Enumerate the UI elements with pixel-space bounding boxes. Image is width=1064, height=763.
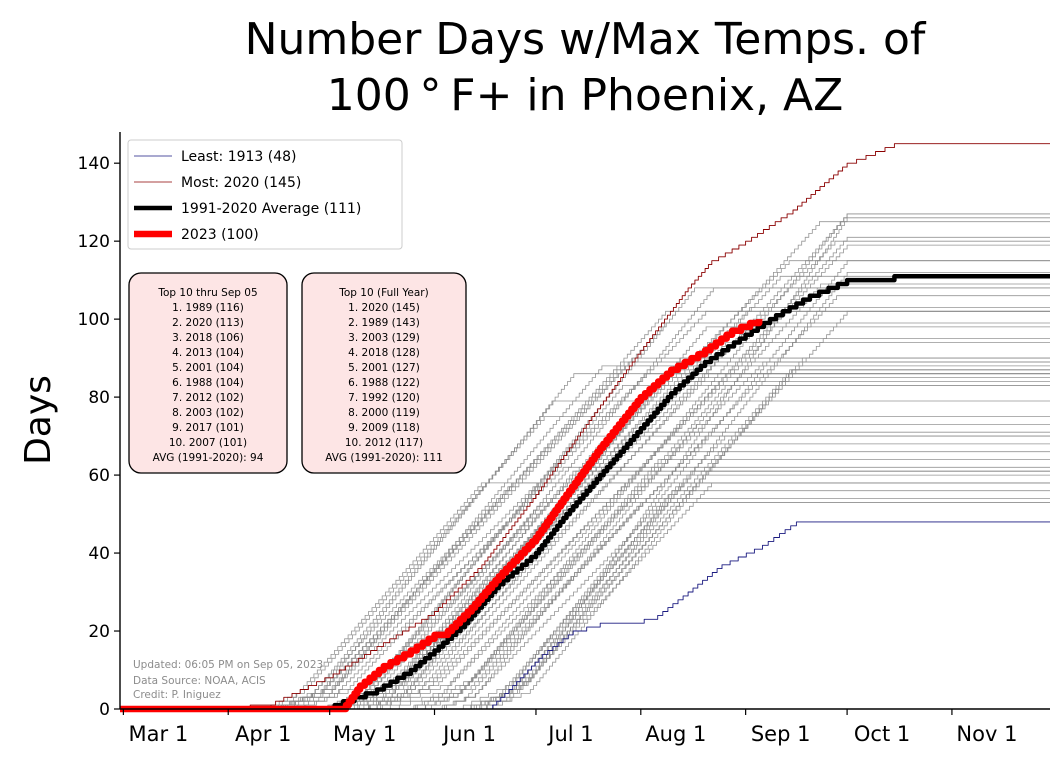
background-year-line — [120, 466, 1050, 710]
ranking-line: 9. 2017 (101) — [172, 422, 244, 434]
ranking-line: 2. 2020 (113) — [172, 317, 244, 329]
y-tick-label: 80 — [88, 388, 110, 408]
background-year-line — [120, 361, 1050, 710]
y-tick-label: 40 — [88, 544, 110, 564]
top10-full-year-box: Top 10 (Full Year) 1. 2020 (145) 2. 1989 … — [301, 272, 467, 474]
legend: Least: 1913 (48) Most: 2020 (145) 1991-2… — [127, 139, 403, 250]
top10-full-year-list: 1. 2020 (145) 2. 1989 (143) 3. 2003 (129) 4… — [325, 302, 443, 464]
least-1913-line — [120, 521, 1050, 710]
background-year-line — [120, 377, 1050, 710]
legend-label-average: 1991-2020 Average (111) — [181, 201, 361, 217]
ranking-line: 5. 2001 (104) — [172, 362, 244, 374]
background-year-line — [120, 260, 1050, 710]
ranking-line: 7. 2012 (102) — [172, 392, 244, 404]
ranking-line: AVG (1991-2020): 111 — [325, 452, 443, 464]
legend-frame — [127, 139, 403, 250]
average-1991-2020-line — [120, 274, 1050, 712]
background-year-line — [120, 470, 1050, 710]
ranking-line: 1. 2020 (145) — [348, 302, 420, 314]
top10-full-year-heading: Top 10 (Full Year) — [338, 287, 428, 299]
chart-title-line-1: Number Days w/Max Temps. of — [245, 14, 927, 65]
y-tick-label: 0 — [99, 700, 110, 720]
axes: 0 20 40 60 80 100 120 140 Mar 1 Apr 1 May 1 Jun 1 Ju… — [78, 132, 1050, 746]
top10-thru-date-box-frame — [128, 272, 288, 474]
ranking-line: 6. 1988 (104) — [172, 377, 244, 389]
most-2020-line — [120, 143, 1050, 710]
background-year-line — [120, 260, 1050, 710]
background-year-line — [120, 435, 1050, 710]
background-year-line — [120, 416, 1050, 710]
legend-label-most: Most: 2020 (145) — [181, 175, 301, 191]
y-tick-label: 120 — [78, 232, 110, 252]
ranking-line: 9. 2009 (118) — [348, 422, 420, 434]
x-tick-label: Jun 1 — [441, 722, 496, 746]
top10-thru-date-box: Top 10 thru Sep 05 1. 1989 (116) 2. 2020 … — [128, 272, 288, 474]
ranking-line: 6. 1988 (122) — [348, 377, 420, 389]
chart-title-line-2: 100 ° F+ in Phoenix, AZ — [327, 70, 844, 121]
y-tick-label: 140 — [78, 154, 110, 174]
x-tick-label: Jul 1 — [546, 722, 593, 746]
ranking-line: 2. 1989 (143) — [348, 317, 420, 329]
credit-updated: Updated: 06:05 PM on Sep 05, 2023 — [133, 659, 323, 671]
top10-full-year-box-frame — [301, 272, 467, 474]
ranking-line: 8. 2003 (102) — [172, 407, 244, 419]
background-year-line — [120, 482, 1050, 710]
x-tick-label: Sep 1 — [751, 722, 811, 746]
background-year-line — [120, 400, 1050, 710]
x-tick-label: Apr 1 — [235, 722, 291, 746]
credit-author: Credit: P. Iniguez — [133, 689, 221, 701]
background-year-line — [120, 322, 1050, 710]
year-2023-line — [120, 319, 763, 713]
x-tick-label: May 1 — [333, 722, 396, 746]
ranking-line: 1. 1989 (116) — [172, 302, 244, 314]
background-year-line — [120, 295, 1050, 710]
top10-thru-date-heading: Top 10 thru Sep 05 — [157, 287, 257, 299]
ranking-line: 3. 2003 (129) — [348, 332, 420, 344]
ranking-line: 10. 2012 (117) — [345, 437, 423, 449]
top10-thru-date-list: 1. 1989 (116) 2. 2020 (113) 3. 2018 (106) 4… — [153, 302, 264, 464]
x-tick-label: Mar 1 — [129, 722, 189, 746]
ranking-line: AVG (1991-2020): 94 — [153, 452, 264, 464]
background-year-line — [120, 482, 1050, 710]
ranking-line: 7. 1992 (120) — [348, 392, 420, 404]
x-tick-label: Aug 1 — [645, 722, 706, 746]
background-year-line — [120, 369, 1050, 710]
y-tick-label: 20 — [88, 622, 110, 642]
series-lines — [120, 143, 1050, 713]
credit-source: Data Source: NOAA, ACIS — [133, 675, 266, 687]
ranking-line: 4. 2018 (128) — [348, 347, 420, 359]
legend-label-least: Least: 1913 (48) — [181, 149, 297, 165]
background-year-line — [120, 470, 1050, 710]
ranking-line: 3. 2018 (106) — [172, 332, 244, 344]
y-axis-label: Days — [18, 375, 59, 465]
ranking-line: 8. 2000 (119) — [348, 407, 420, 419]
background-year-line — [120, 373, 1050, 710]
x-tick-label: Nov 1 — [956, 722, 1017, 746]
ranking-line: 4. 2013 (104) — [172, 347, 244, 359]
background-year-line — [120, 213, 1050, 710]
legend-label-current: 2023 (100) — [181, 227, 259, 243]
x-tick-label: Oct 1 — [854, 722, 910, 746]
y-tick-label: 100 — [78, 310, 110, 330]
y-tick-label: 60 — [88, 466, 110, 486]
ranking-line: 5. 2001 (127) — [348, 362, 420, 374]
ranking-line: 10. 2007 (101) — [169, 437, 247, 449]
